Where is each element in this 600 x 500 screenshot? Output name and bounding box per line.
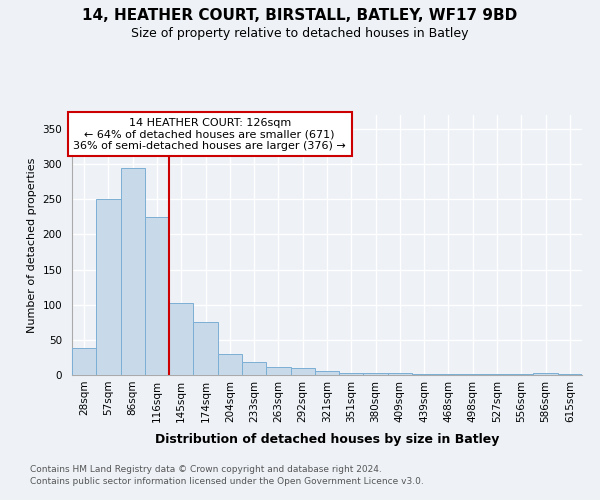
Text: Contains HM Land Registry data © Crown copyright and database right 2024.: Contains HM Land Registry data © Crown c…: [30, 465, 382, 474]
Text: Size of property relative to detached houses in Batley: Size of property relative to detached ho…: [131, 28, 469, 40]
Bar: [145, 217, 169, 375]
Bar: [436, 374, 461, 375]
Bar: [461, 374, 485, 375]
Bar: [412, 374, 436, 375]
Bar: [388, 373, 412, 375]
Bar: [315, 372, 339, 375]
Bar: [242, 362, 266, 375]
Bar: [533, 373, 558, 375]
Bar: [485, 374, 509, 375]
Bar: [193, 322, 218, 375]
Bar: [266, 368, 290, 375]
Bar: [339, 373, 364, 375]
Bar: [290, 368, 315, 375]
Y-axis label: Number of detached properties: Number of detached properties: [27, 158, 37, 332]
Bar: [96, 200, 121, 375]
Bar: [121, 168, 145, 375]
Text: Contains public sector information licensed under the Open Government Licence v3: Contains public sector information licen…: [30, 478, 424, 486]
Bar: [218, 354, 242, 375]
Bar: [509, 374, 533, 375]
Bar: [169, 302, 193, 375]
Bar: [72, 348, 96, 375]
Bar: [364, 373, 388, 375]
Text: Distribution of detached houses by size in Batley: Distribution of detached houses by size …: [155, 432, 499, 446]
Text: 14 HEATHER COURT: 126sqm
← 64% of detached houses are smaller (671)
36% of semi-: 14 HEATHER COURT: 126sqm ← 64% of detach…: [73, 118, 346, 151]
Text: 14, HEATHER COURT, BIRSTALL, BATLEY, WF17 9BD: 14, HEATHER COURT, BIRSTALL, BATLEY, WF1…: [82, 8, 518, 22]
Bar: [558, 374, 582, 375]
